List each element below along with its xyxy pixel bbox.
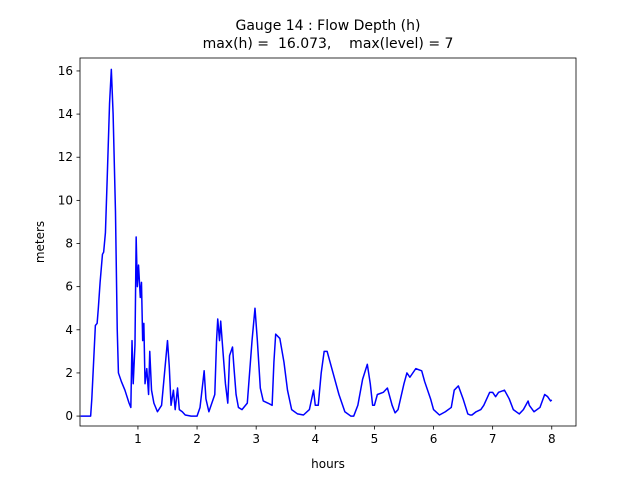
data-line — [80, 68, 553, 417]
y-tick-label: 16 — [58, 64, 73, 78]
x-tick-label: 8 — [548, 432, 556, 446]
x-tick-label: 6 — [430, 432, 438, 446]
x-tick-label: 5 — [371, 432, 379, 446]
y-tick-label: 2 — [65, 366, 73, 380]
x-tick-label: 3 — [252, 432, 260, 446]
x-tick-label: 7 — [489, 432, 497, 446]
y-tick-label: 8 — [65, 237, 73, 251]
y-tick-label: 6 — [65, 280, 73, 294]
y-tick-label: 0 — [65, 409, 73, 423]
y-tick-label: 12 — [58, 150, 73, 164]
x-axis-label: hours — [311, 457, 345, 471]
chart-subtitle: max(h) = 16.073, max(level) = 7 — [203, 36, 454, 52]
x-tick-label: 1 — [134, 432, 142, 446]
x-tick-label: 2 — [193, 432, 201, 446]
chart-title: Gauge 14 : Flow Depth (h) — [236, 18, 421, 34]
y-tick-label: 14 — [58, 107, 73, 121]
y-tick-label: 4 — [65, 323, 73, 337]
y-tick-label: 10 — [58, 193, 73, 207]
x-tick-label: 4 — [311, 432, 319, 446]
plot-frame — [79, 57, 577, 427]
y-axis-label: meters — [33, 221, 47, 263]
